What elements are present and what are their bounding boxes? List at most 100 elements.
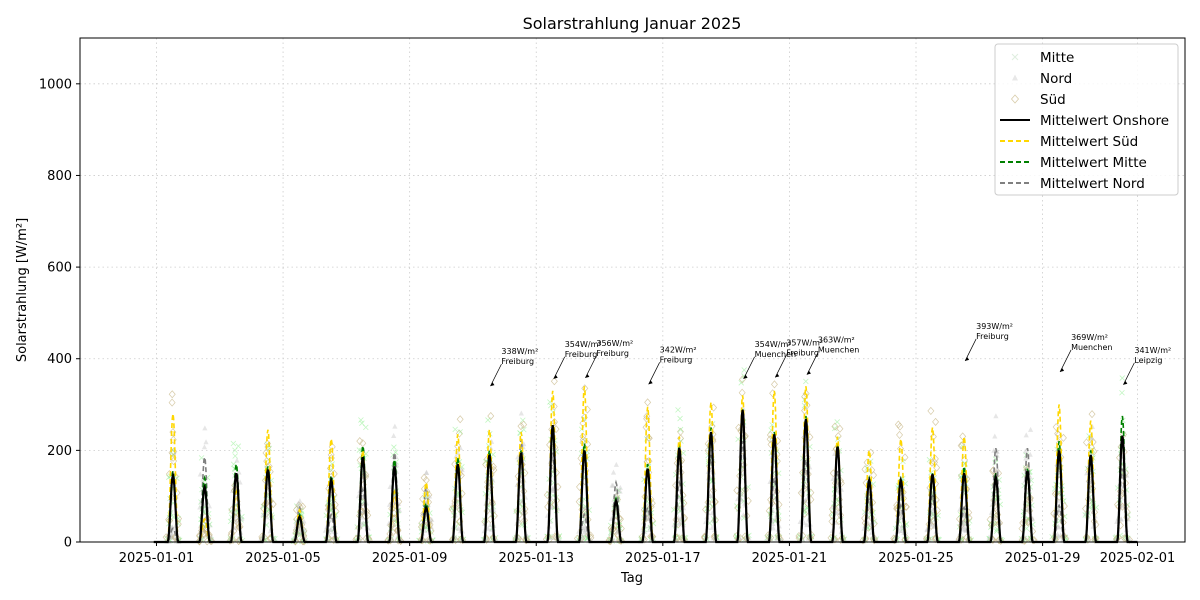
scatter-point-sued	[356, 437, 364, 446]
scatter-point-nord	[201, 444, 208, 450]
scatter-point-mitte	[452, 426, 458, 433]
scatter-point-nord	[1055, 506, 1061, 512]
scatter-point-nord	[297, 498, 303, 504]
scatter-point-sued	[1052, 423, 1060, 432]
scatter-point-sued	[330, 469, 338, 478]
scatter-point-sued	[896, 422, 904, 431]
scatter-point-sued	[644, 398, 652, 407]
scatter-point-mitte	[1119, 389, 1125, 396]
annotation-arrow	[964, 338, 977, 362]
scatter-point-nord	[550, 487, 556, 493]
annotation-value: 341W/m²	[1134, 346, 1171, 355]
scatter-point-mitte	[675, 407, 681, 413]
scatter-point-nord	[1118, 516, 1124, 522]
scatter-point-nord	[392, 423, 398, 429]
scatter-point-nord	[617, 488, 623, 494]
scatter-point-sued	[862, 535, 869, 544]
grid	[80, 38, 1185, 543]
scatter-point-nord	[897, 528, 903, 534]
legend-entry-label: Mittelwert Onshore	[1040, 113, 1169, 129]
scatter-point-sued	[965, 535, 973, 544]
scatter-point-mitte	[831, 425, 838, 432]
annotation-arrowhead	[585, 373, 590, 378]
axis-ticks: 0 200 400 600 800 1000 2025-01-01 2025-01-05 202…	[39, 77, 1175, 566]
scatter-point-nord	[1022, 448, 1028, 454]
annotation-station: Freiburg	[596, 349, 629, 358]
scatter-point-mitte	[801, 402, 808, 409]
annotation-arrow	[806, 352, 819, 375]
scatter-point-sued	[551, 417, 558, 427]
annotation-arrowhead	[743, 374, 748, 379]
scatter-point-nord	[995, 466, 1001, 472]
annotation-station: Freiburg	[501, 357, 534, 366]
scatter-point-mitte	[391, 444, 397, 450]
annotation-station: Muenchen	[1071, 343, 1112, 352]
scatter-point-nord	[296, 528, 302, 534]
scatter-point-sued	[831, 422, 839, 431]
scatter-point-sued	[420, 473, 428, 482]
scatter-point-sued	[291, 537, 299, 546]
scatter-point-sued	[959, 432, 967, 441]
scatter-point-sued	[643, 414, 651, 423]
scatter-point-sued	[517, 422, 525, 431]
scatter-point-sued	[579, 432, 587, 441]
scatter-points	[162, 367, 1133, 546]
scatter-point-mitte	[834, 419, 841, 425]
legend-marker-nord	[1012, 74, 1018, 81]
scatter-point-sued	[168, 390, 176, 399]
scatter-point-sued	[863, 458, 871, 467]
scatter-point-sued	[195, 537, 203, 546]
scatter-point-nord	[929, 521, 935, 527]
scatter-point-nord	[707, 493, 714, 499]
scatter-point-sued	[327, 453, 335, 463]
annotation-arrowhead	[806, 370, 811, 375]
scatter-point-sued	[995, 469, 1003, 478]
scatter-point-mitte	[358, 417, 364, 423]
scatter-point-sued	[584, 440, 592, 449]
y-tick-label: 1000	[39, 77, 72, 92]
scatter-point-nord	[459, 467, 465, 473]
scatter-point-mitte	[485, 417, 491, 423]
scatter-point-mitte	[741, 367, 748, 373]
scatter-point-sued	[168, 398, 176, 407]
scatter-point-nord	[927, 536, 933, 542]
scatter-point-sued	[836, 424, 844, 433]
mean-lines	[153, 386, 1138, 544]
annotation-station: Muenchen	[755, 350, 796, 359]
scatter-point-sued	[550, 377, 558, 386]
scatter-point-nord	[961, 524, 968, 530]
scatter-point-nord	[676, 521, 682, 527]
annotation-value: 357W/m²	[786, 338, 823, 347]
scatter-point-nord	[485, 525, 491, 531]
scatter-point-nord	[645, 502, 651, 508]
scatter-point-sued	[387, 536, 394, 545]
y-tick-label: 600	[47, 261, 72, 276]
scatter-point-nord	[962, 526, 968, 532]
scatter-point-nord	[804, 522, 810, 528]
scatter-point-nord	[426, 493, 433, 499]
scatter-point-mitte	[769, 422, 775, 428]
scatter-point-mitte	[235, 443, 242, 449]
x-tick-label: 2025-02-01	[1100, 551, 1176, 566]
scatter-point-sued	[1088, 410, 1096, 419]
scatter-point-sued	[1051, 534, 1059, 544]
annotation-arrowhead	[648, 380, 653, 385]
scatter-point-sued	[868, 466, 876, 475]
scatter-point-mitte	[363, 424, 369, 431]
scatter-point-nord	[582, 529, 588, 535]
scatter-point-nord	[453, 453, 459, 459]
scatter-point-mitte	[1119, 375, 1126, 381]
annotation-station: Freiburg	[786, 348, 819, 357]
annotation-station: Freiburg	[660, 355, 693, 364]
scatter-point-nord	[237, 479, 243, 485]
y-tick-label: 400	[47, 352, 72, 367]
scatter-point-sued	[292, 505, 300, 514]
scatter-point-nord	[582, 527, 588, 533]
legend: Mitte Nord Süd Mittelwert Onshore Mittelwert…	[994, 43, 1179, 196]
scatter-point-sued	[610, 524, 618, 533]
legend-entry-label: Nord	[1040, 71, 1072, 87]
scatter-point-sued	[927, 406, 935, 415]
scatter-point-mitte	[680, 450, 687, 456]
scatter-point-sued	[901, 535, 909, 544]
scatter-point-sued	[997, 536, 1005, 545]
